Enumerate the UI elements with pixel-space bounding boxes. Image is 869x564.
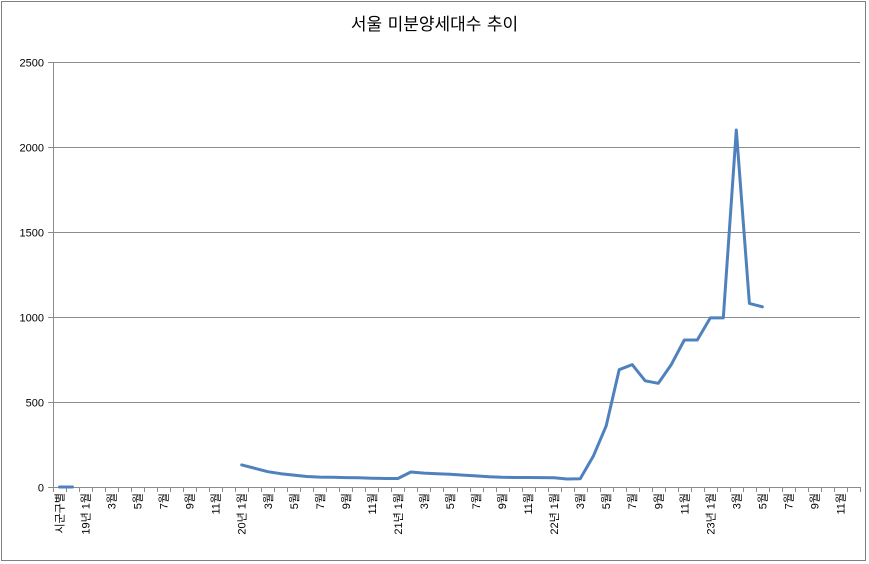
x-tick-label: 9월 — [808, 493, 821, 509]
x-tick-label: 3월 — [262, 493, 275, 509]
y-tick-labels: 0 500 1000 1500 2000 2500 — [20, 58, 44, 495]
x-tick-label: 3월 — [730, 493, 743, 509]
x-tick-label: 5월 — [288, 493, 301, 509]
x-tick-label: 23년 1월 — [704, 493, 717, 535]
x-tick-label: 7월 — [470, 493, 483, 509]
series-layer — [58, 128, 764, 489]
x-tick-label: 7월 — [314, 493, 327, 509]
x-tick-label: 21년 1월 — [392, 493, 405, 535]
x-tick-labels: 시군구별 19년 1월 3월 5월 7월 9월 11월 20년 1월 3월 5월 7월 9월 11월 21… — [54, 493, 848, 535]
x-tick-label: 7월 — [158, 493, 171, 509]
x-tick-label: 5월 — [600, 493, 613, 509]
x-tick-label: 9월 — [652, 493, 665, 509]
axes — [48, 62, 861, 492]
x-tick-label: 11월 — [210, 493, 223, 515]
x-tick-label: 3월 — [106, 493, 119, 509]
y-tick-label: 2000 — [20, 143, 44, 155]
y-tick-label: 1000 — [20, 313, 44, 325]
x-tick-label: 22년 1월 — [548, 493, 561, 535]
gridlines — [53, 62, 860, 403]
x-tick-label: 5월 — [132, 493, 145, 509]
x-tick-label: 5월 — [444, 493, 457, 509]
x-tick-label: 7월 — [782, 493, 795, 509]
x-tick-label: 20년 1월 — [236, 493, 249, 535]
x-tick-label: 11월 — [678, 493, 691, 515]
y-tick-label: 2500 — [20, 58, 44, 70]
x-tick-label: 9월 — [184, 493, 197, 509]
chart-title: 서울 미분양세대수 추이 — [350, 15, 519, 35]
x-tick-label: 3월 — [418, 493, 431, 509]
x-tick-label: 3월 — [574, 493, 587, 509]
x-tick-label: 19년 1월 — [80, 493, 93, 535]
x-tick-label: 11월 — [522, 493, 535, 515]
y-tick-label: 500 — [26, 398, 44, 410]
x-tick-label: 11월 — [834, 493, 847, 515]
y-tick-label: 1500 — [20, 228, 44, 240]
x-tick-label: 시군구별 — [54, 493, 67, 533]
series-line — [240, 128, 764, 481]
x-tick-label: 5월 — [756, 493, 769, 509]
x-tick-label: 9월 — [496, 493, 509, 509]
x-tick-label: 11월 — [366, 493, 379, 515]
x-tick-label: 9월 — [340, 493, 353, 509]
x-tick-label: 7월 — [626, 493, 639, 509]
y-tick-label: 0 — [38, 483, 44, 495]
